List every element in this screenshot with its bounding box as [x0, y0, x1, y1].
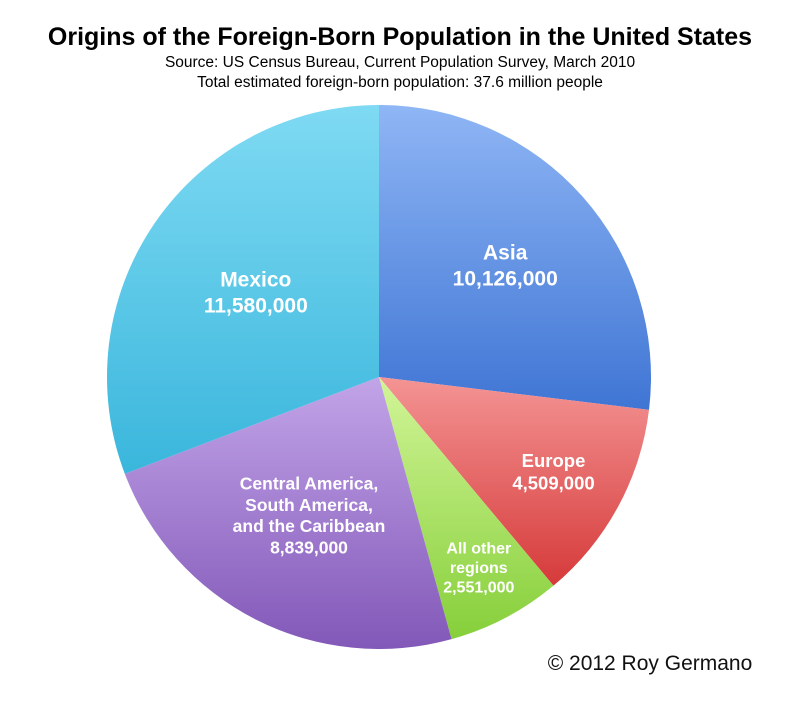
pie-slice-mexico: [106, 104, 379, 474]
pie-slice-asia: [379, 105, 652, 410]
pie-label-line: Central America,: [240, 473, 378, 493]
pie-label-europe: Europe 4,509,000: [512, 450, 594, 494]
pie-slice-central-south-america-caribbean: [124, 377, 452, 650]
pie-label-mexico: Mexico 11,580,000: [204, 269, 308, 318]
pie-label-line: Europe: [522, 450, 586, 471]
pie-label-line: South America,: [245, 495, 373, 515]
pie-label-asia: Asia 10,126,000: [453, 242, 558, 291]
pie-label-line: 11,580,000: [204, 294, 308, 317]
pie-label-all-other-regions: All other regions 2,551,000: [443, 540, 514, 596]
chart-subtitle-source: Source: US Census Bureau, Current Popula…: [165, 54, 636, 71]
chart-title: Origins of the Foreign-Born Population i…: [48, 23, 752, 51]
pie-label-line: and the Caribbean: [233, 516, 386, 536]
pie-label-line: regions: [450, 560, 508, 577]
copyright-credit: © 2012 Roy Germano: [548, 652, 753, 675]
pie-slice-all-other-regions: [379, 377, 554, 640]
pie-label-line: 8,839,000: [270, 538, 348, 558]
pie-label-central-south-america-caribbean: Central America, South America, and the Ca…: [233, 473, 386, 557]
pie-labels: Asia 10,126,000 Europe 4,509,000 All other re…: [204, 242, 595, 597]
pie-label-line: 4,509,000: [512, 473, 594, 494]
pie-label-line: All other: [446, 540, 511, 557]
chart-subtitle-total: Total estimated foreign-born population:…: [197, 74, 603, 91]
pie-slice-europe: [379, 377, 650, 586]
pie-label-line: Asia: [483, 242, 528, 265]
pie-label-line: 2,551,000: [443, 579, 514, 596]
pie-label-line: 10,126,000: [453, 267, 558, 290]
pie-slices: [106, 104, 652, 650]
pie-label-line: Mexico: [220, 269, 291, 292]
